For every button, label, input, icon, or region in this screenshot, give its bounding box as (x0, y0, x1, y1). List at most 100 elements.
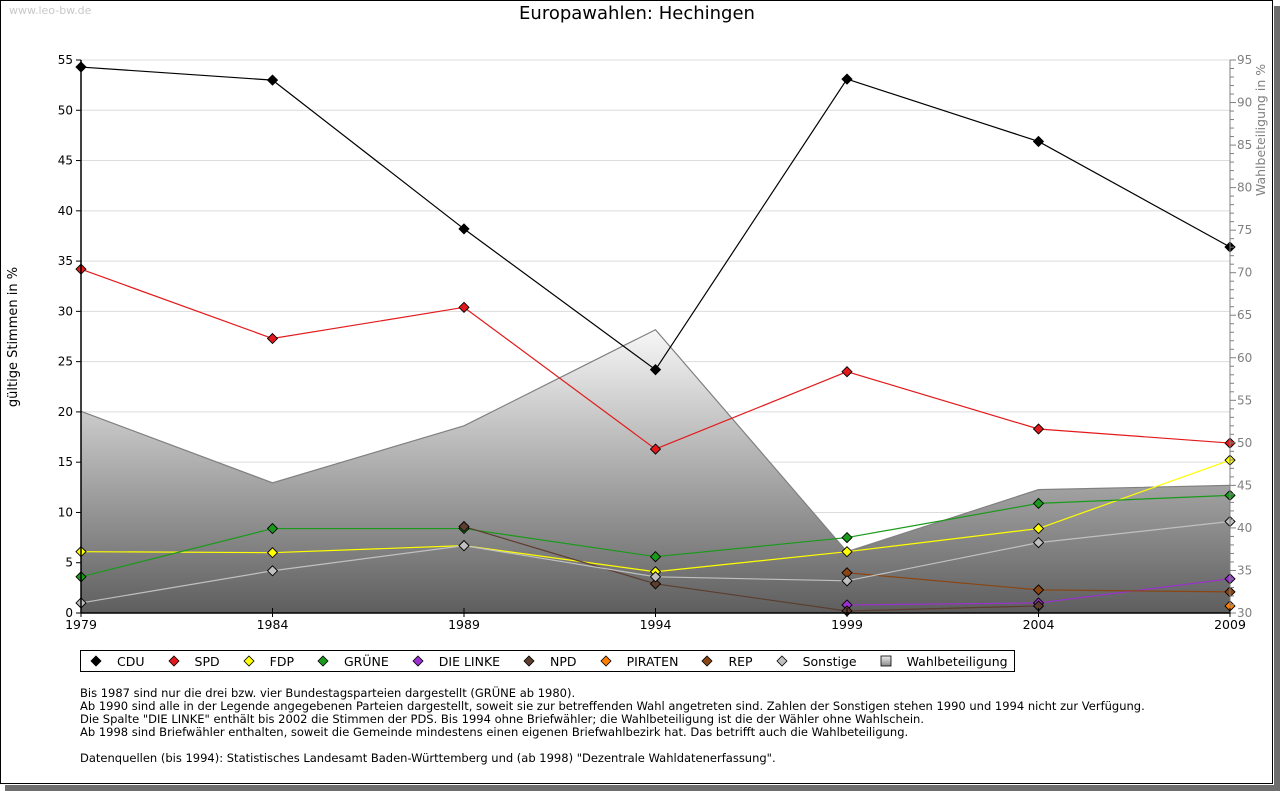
legend-label: GRÜNE (343, 653, 389, 669)
y2-tick-label: 95 (1237, 53, 1252, 67)
y-tick-label: 40 (58, 204, 73, 218)
data-point-gr-ne (649, 551, 662, 563)
y-tick-label: 45 (58, 154, 73, 168)
legend-item-gr-ne: GRÜNE (316, 654, 389, 669)
legend-label: REP (728, 653, 753, 669)
y2-tick-label: 80 (1237, 181, 1252, 195)
legend-label: DIE LINKE (438, 653, 501, 669)
data-point-rep (1032, 584, 1045, 596)
diamond-marker-icon (412, 655, 424, 667)
square-marker-icon (880, 655, 891, 667)
chart-title: Europawahlen: Hechingen (519, 3, 755, 24)
y2-tick-label: 45 (1237, 478, 1252, 492)
legend-label: NPD (550, 653, 577, 669)
y2-tick-label: 55 (1237, 393, 1252, 407)
watermark: www.leo-bw.de (9, 4, 92, 17)
data-point-cdu (1032, 135, 1045, 148)
legend-label: PIRATEN (626, 653, 679, 669)
frame-shadow-right (1274, 6, 1280, 791)
data-point-sonstige (649, 571, 662, 583)
y2-tick-label: 70 (1237, 266, 1252, 280)
y-tick-label: 20 (58, 405, 73, 419)
data-sources: Datenquellen (bis 1994): Statistisches L… (80, 751, 776, 765)
data-point-sonstige (841, 575, 853, 587)
y2-tick-label: 30 (1237, 606, 1252, 620)
axes-layer: 0 5 10 15 20 25 30 35 40 45 50 55 30 35 40 45 50 55 60 65 70… (58, 53, 1253, 632)
diamond-marker-icon (523, 655, 535, 667)
y-tick-label: 25 (58, 355, 73, 369)
data-point-cdu (458, 223, 470, 235)
y2-tick-label: 50 (1237, 436, 1252, 450)
y2-tick-label: 85 (1237, 138, 1252, 152)
y2-tick-label: 75 (1237, 223, 1252, 237)
y2-axis-label: Wahlbeteiligung in % (1253, 64, 1268, 196)
x-tick-label: 1989 (448, 617, 480, 632)
data-point-cdu (841, 73, 853, 85)
x-tick-label: 1979 (65, 617, 97, 632)
data-point-spd (841, 366, 853, 378)
turnout-area (81, 329, 1230, 613)
legend-item-npd: NPD (522, 654, 577, 669)
y-tick-label: 10 (58, 505, 73, 519)
frame-shadow-bottom (5, 785, 1280, 791)
y-tick-label: 30 (58, 304, 73, 318)
y2-tick-label: 35 (1237, 563, 1252, 577)
legend-item-fdp: FDP (242, 654, 294, 669)
data-point-fdp (841, 546, 853, 558)
x-tick-label: 1999 (831, 617, 863, 632)
y-tick-label: 50 (58, 103, 73, 117)
data-point-sonstige (1032, 536, 1045, 549)
data-point-cdu (649, 364, 662, 376)
legend-label: SPD (194, 653, 220, 669)
diamond-marker-icon (90, 655, 102, 667)
note-line: Ab 1990 sind alle in der Legende angegeb… (80, 699, 1145, 713)
data-point-fdp (266, 547, 279, 559)
x-tick-label: 2004 (1023, 617, 1055, 632)
y-tick-label: 35 (58, 254, 73, 268)
note-line: Ab 1998 sind Briefwähler enthalten, sowe… (80, 725, 909, 739)
legend-label: Wahlbeteiligung (906, 653, 1008, 669)
y-tick-label: 0 (65, 606, 73, 620)
data-point-gr-ne (841, 531, 853, 544)
turnout-area-layer (80, 328, 1231, 613)
x-tick-label: 2009 (1214, 617, 1246, 632)
y2-tick-label: 60 (1237, 351, 1252, 365)
data-point-spd (1032, 423, 1045, 435)
data-point-gr-ne (266, 522, 279, 535)
legend-item-cdu: CDU (89, 654, 145, 669)
data-point-cdu (266, 74, 279, 86)
y2-tick-label: 40 (1237, 521, 1252, 535)
series-markers-layer (75, 61, 1236, 617)
y2-tick-label: 65 (1237, 308, 1252, 322)
legend-label: Sonstige (802, 653, 857, 669)
legend-item-rep: REP (700, 653, 753, 669)
x-tick-label: 1984 (257, 617, 289, 632)
chart-legend: CDU SPD FDP GRÜNE DIE LINKE NPD PIRATEN REP Sons… (80, 650, 1015, 672)
data-point-npd (458, 520, 470, 533)
y-tick-label: 55 (58, 53, 73, 67)
data-point-sonstige (266, 565, 279, 577)
diamond-marker-icon (167, 655, 180, 667)
legend-item-sonstige: Sonstige (775, 654, 857, 669)
y-axis-label: gültige Stimmen in % (6, 267, 21, 407)
turnout-outline (80, 328, 1231, 553)
legend-label: FDP (269, 653, 294, 669)
note-line: Die Spalte "DIE LINKE" enthält bis 2002 … (80, 712, 924, 726)
legend-label: CDU (117, 653, 145, 669)
y2-tick-label: 90 (1237, 96, 1252, 110)
data-point-spd (649, 443, 662, 455)
y-tick-label: 15 (58, 455, 73, 469)
note-line: Bis 1987 sind nur die drei bzw. vier Bun… (80, 686, 576, 700)
data-point-fdp (1032, 522, 1045, 535)
legend-item-die-linke: DIE LINKE (411, 654, 500, 669)
series-line-npd (463, 525, 1039, 612)
data-point-sonstige (458, 539, 470, 552)
data-point-spd (266, 332, 279, 345)
data-point-gr-ne (1032, 497, 1045, 510)
chart-notes: Bis 1987 sind nur die drei bzw. vier Bun… (80, 687, 1145, 765)
legend-item-piraten: PIRATEN (599, 653, 679, 669)
diamond-marker-icon (243, 655, 255, 667)
diamond-marker-icon (775, 655, 788, 667)
legend-item-wahlbeteiligung: Wahlbeteiligung (879, 654, 1008, 669)
